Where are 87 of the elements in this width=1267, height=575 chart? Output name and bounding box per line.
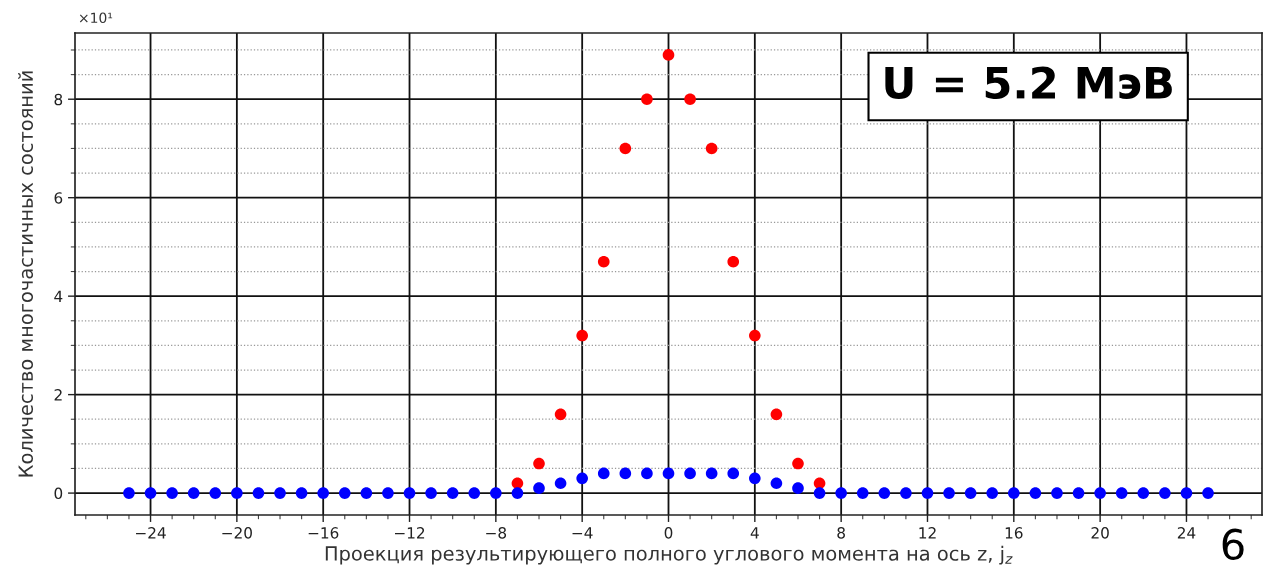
- point: [554, 408, 567, 421]
- x-axis-title: Проекция результирующего полного углового момента на ось z, j$_{z}$: [325, 545, 1013, 565]
- point: [446, 487, 459, 499]
- x-tick-label: −4: [572, 527, 593, 539]
- y-tick-label: 4: [54, 290, 63, 302]
- point: [856, 487, 869, 499]
- point: [727, 467, 740, 480]
- y-tick-label: 2: [54, 389, 62, 401]
- point: [727, 255, 740, 268]
- point: [943, 487, 955, 499]
- point: [770, 408, 783, 421]
- point: [770, 477, 783, 490]
- point: [317, 487, 329, 499]
- point: [921, 487, 934, 499]
- point: [619, 467, 632, 480]
- point: [878, 487, 891, 499]
- point: [554, 477, 567, 490]
- point: [597, 467, 610, 480]
- point: [705, 467, 718, 480]
- point: [1159, 487, 1171, 499]
- point: [338, 487, 351, 499]
- point: [1115, 487, 1128, 499]
- point: [382, 487, 394, 499]
- point: [1051, 487, 1063, 499]
- x-tick-label: 8: [837, 527, 845, 539]
- point: [1094, 487, 1106, 499]
- x-tick-label: 24: [1177, 527, 1196, 539]
- point: [187, 487, 200, 499]
- point: [749, 329, 761, 342]
- point: [360, 487, 373, 499]
- point: [662, 49, 675, 61]
- point: [403, 487, 416, 499]
- point: [641, 467, 653, 480]
- point: [835, 487, 847, 499]
- point: [684, 467, 696, 480]
- point: [1072, 487, 1085, 499]
- point: [1008, 487, 1020, 499]
- point: [252, 487, 265, 499]
- point: [1137, 487, 1150, 499]
- x-tick-label: 16: [1005, 527, 1023, 539]
- point: [468, 487, 481, 499]
- point: [166, 487, 178, 499]
- point: [209, 487, 222, 499]
- point: [705, 142, 718, 155]
- point: [900, 487, 912, 499]
- point: [1202, 487, 1214, 499]
- point: [597, 255, 610, 268]
- text: ×10¹: [79, 12, 113, 24]
- x-tick-label: −12: [395, 527, 425, 539]
- point: [231, 487, 243, 499]
- point: [813, 487, 826, 499]
- x-tick-label: −24: [136, 527, 166, 539]
- point: [490, 487, 502, 499]
- point: [662, 467, 675, 480]
- y-tick-label: 8: [54, 93, 63, 106]
- y-tick-label: 6: [54, 192, 63, 204]
- point: [123, 487, 135, 499]
- x-tick-label: −16: [308, 527, 339, 539]
- x-tick-label: −8: [486, 527, 507, 539]
- x-tick-label: −20: [222, 527, 252, 539]
- point: [792, 457, 804, 470]
- y-tick-label: 0: [54, 487, 63, 500]
- point: [749, 472, 761, 485]
- text: 6: [1222, 528, 1244, 561]
- point: [619, 142, 632, 155]
- point: [533, 482, 545, 494]
- point: [425, 487, 437, 499]
- point: [576, 329, 588, 342]
- point: [144, 487, 157, 499]
- annotation: U = 5.2 МэВ: [885, 66, 1172, 99]
- point: [576, 472, 588, 485]
- x-tick-label: 0: [664, 527, 673, 539]
- point: [533, 457, 545, 470]
- point: [274, 487, 286, 499]
- x-tick-label: 20: [1091, 527, 1109, 539]
- point: [1029, 487, 1042, 499]
- point: [641, 93, 653, 106]
- point: [295, 487, 308, 499]
- point: [792, 482, 804, 494]
- point: [986, 487, 999, 499]
- x-tick-label: 12: [919, 527, 936, 539]
- point: [964, 487, 977, 499]
- point: [684, 93, 696, 106]
- x-tick-label: 4: [750, 527, 759, 539]
- y-axis-title: Количество многочастичных состояний: [18, 71, 34, 477]
- point: [511, 487, 524, 499]
- point: [1180, 487, 1193, 499]
